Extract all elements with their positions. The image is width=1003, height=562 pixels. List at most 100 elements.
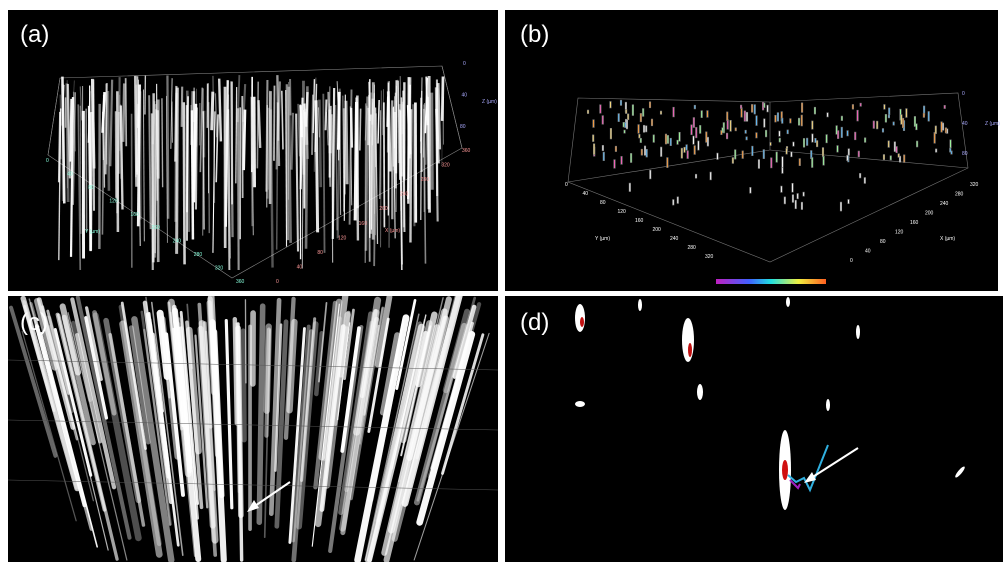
tick-label: 240 bbox=[670, 236, 679, 242]
cell bbox=[837, 146, 839, 153]
cell bbox=[914, 116, 916, 126]
cell bbox=[876, 121, 878, 129]
cell bbox=[691, 125, 693, 135]
cell bbox=[782, 157, 784, 168]
cell-streak bbox=[251, 97, 252, 226]
cell bbox=[670, 138, 672, 145]
cell bbox=[641, 149, 643, 155]
cell bbox=[884, 105, 886, 110]
cell bbox=[801, 115, 803, 126]
cell bbox=[626, 119, 628, 129]
cell-streak bbox=[333, 88, 334, 239]
cell-streak bbox=[203, 111, 204, 229]
axis-label: Z (µm) bbox=[482, 99, 497, 105]
cell-streak bbox=[395, 112, 396, 188]
cell bbox=[681, 148, 683, 158]
cell bbox=[770, 142, 772, 145]
cell bbox=[934, 132, 936, 143]
cell bbox=[847, 131, 849, 136]
cell bbox=[803, 192, 805, 196]
cell bbox=[841, 127, 843, 137]
cell bbox=[822, 148, 824, 157]
cell bbox=[885, 114, 887, 122]
cell-streak bbox=[403, 91, 404, 232]
cell bbox=[694, 146, 696, 155]
cell-blob bbox=[856, 325, 860, 339]
tick-label: 160 bbox=[635, 218, 644, 224]
cell bbox=[782, 167, 784, 173]
cell bbox=[775, 115, 777, 122]
cell bbox=[790, 119, 792, 123]
cell bbox=[864, 178, 866, 184]
cell bbox=[903, 155, 905, 163]
cell bbox=[815, 138, 817, 142]
tick-label: 40 bbox=[583, 191, 589, 197]
cell-marker bbox=[580, 317, 584, 327]
cell bbox=[592, 135, 594, 142]
cell-streak bbox=[346, 101, 347, 185]
cell bbox=[859, 173, 861, 178]
tick-label: 0 bbox=[276, 279, 279, 285]
cell-marker bbox=[782, 460, 788, 480]
cell bbox=[640, 138, 642, 142]
cell bbox=[706, 132, 708, 143]
cell bbox=[890, 156, 892, 160]
tick-label: 280 bbox=[194, 252, 203, 258]
cell-streak bbox=[300, 105, 301, 137]
cell bbox=[793, 142, 795, 146]
cell bbox=[767, 105, 769, 112]
cell bbox=[745, 130, 747, 133]
cell-blob bbox=[682, 318, 694, 362]
cell-blob bbox=[575, 304, 585, 332]
cell-streak bbox=[236, 87, 237, 183]
cell bbox=[816, 141, 818, 147]
cell bbox=[787, 130, 789, 134]
cell bbox=[717, 153, 719, 159]
cell-streak bbox=[187, 91, 189, 232]
cell-streak bbox=[286, 90, 287, 247]
cell bbox=[811, 157, 813, 167]
tick-label: 320 bbox=[970, 182, 979, 188]
cell bbox=[735, 128, 737, 131]
cell bbox=[848, 199, 850, 203]
tick-label: 280 bbox=[421, 177, 430, 183]
tick-label: 240 bbox=[173, 239, 182, 245]
panel-label: (d) bbox=[520, 309, 549, 336]
tick-label: 120 bbox=[895, 230, 904, 236]
tick-label: 160 bbox=[359, 221, 368, 227]
cell-blob bbox=[575, 401, 585, 407]
cell-streak bbox=[184, 102, 185, 264]
cell bbox=[882, 129, 884, 133]
cell bbox=[756, 133, 758, 138]
axis-label: X (µm) bbox=[385, 228, 400, 234]
tick-label: 80 bbox=[600, 200, 606, 206]
cell-streak bbox=[408, 105, 410, 154]
cell-streak bbox=[177, 88, 178, 254]
cell bbox=[693, 136, 695, 144]
tick-label: 80 bbox=[962, 151, 968, 157]
cell bbox=[630, 153, 632, 162]
tick-label: 160 bbox=[910, 220, 919, 226]
cell bbox=[792, 195, 794, 203]
tick-label: 320 bbox=[705, 254, 714, 260]
cell-streak bbox=[243, 331, 244, 440]
axis-label: Y (µm) bbox=[595, 236, 610, 242]
cell bbox=[644, 146, 646, 155]
cell bbox=[610, 101, 612, 107]
cell bbox=[941, 122, 943, 132]
cell-streak bbox=[155, 109, 156, 253]
cell-streak bbox=[162, 98, 163, 187]
cell bbox=[746, 137, 748, 140]
cell bbox=[765, 130, 767, 137]
cell bbox=[848, 149, 850, 155]
cell bbox=[638, 125, 640, 134]
panel-label: (b) bbox=[520, 21, 549, 48]
cell-streak bbox=[319, 100, 320, 188]
cell bbox=[624, 130, 626, 133]
cell-streak bbox=[238, 108, 239, 270]
cell bbox=[888, 115, 890, 118]
cell bbox=[837, 131, 839, 139]
cell bbox=[721, 130, 723, 134]
cell bbox=[653, 135, 655, 143]
cell bbox=[896, 147, 898, 153]
